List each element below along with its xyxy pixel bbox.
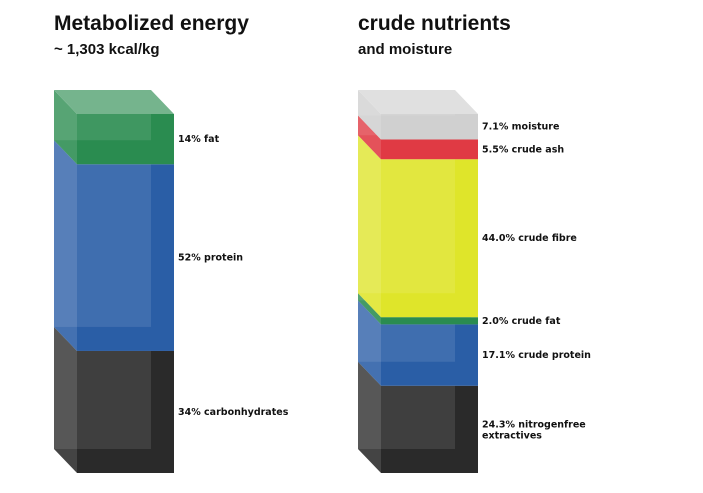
segment-label: 7.1% moisture — [482, 122, 559, 133]
segment-label: 34% carbonhydrates — [178, 407, 289, 418]
bar-segment-0-1 — [54, 140, 174, 351]
chart-title-nutrients: crude nutrients — [358, 12, 511, 35]
bar-segment-back — [54, 140, 151, 327]
bar-segment-side — [54, 326, 77, 473]
bar-segment-side — [358, 115, 381, 160]
bar-segment-front — [381, 114, 478, 140]
bar-segment-side — [54, 90, 77, 165]
segment-label: 14% fat — [178, 134, 220, 145]
bar-segment-top — [54, 90, 174, 114]
bar-segment-0-2 — [54, 90, 174, 165]
segment-label: 52% protein — [178, 253, 243, 264]
bar-segment-front — [77, 114, 174, 165]
bar-segment-1-5 — [358, 90, 478, 140]
bar-segment-front — [77, 164, 174, 351]
segment-label: 44.0% crude fibre — [482, 233, 577, 244]
bar-segment-front — [381, 317, 478, 325]
bar-segment-front — [381, 139, 478, 160]
bar-segment-side — [358, 300, 381, 386]
bar-segment-1-3 — [358, 135, 478, 318]
segment-label: 24.3% nitrogenfree extractives — [482, 419, 586, 441]
chart-subtitle-nutrients: and moisture — [358, 41, 453, 58]
bar-segment-front — [381, 385, 478, 473]
bar-stack-1 — [358, 90, 478, 473]
bar-segment-front — [77, 350, 174, 473]
bar-segment-side — [358, 135, 381, 318]
bar-segment-side — [358, 90, 381, 140]
bar-segment-front — [381, 159, 478, 318]
bar-segment-side — [54, 140, 77, 351]
chart-title-energy: Metabolized energy — [54, 12, 249, 35]
bar-segment-side — [358, 293, 381, 325]
segment-label: 17.1% crude protein — [482, 350, 591, 361]
segment-label: 5.5% crude ash — [482, 144, 564, 155]
bar-segment-back — [358, 135, 455, 294]
bar-segment-side — [358, 361, 381, 473]
chart-subtitle-energy: ~ 1,303 kcal/kg — [54, 41, 160, 58]
bar-stack-0 — [54, 90, 174, 473]
bar-segment-top — [358, 90, 478, 114]
segment-label: 2.0% crude fat — [482, 316, 561, 327]
bar-segment-front — [381, 324, 478, 386]
